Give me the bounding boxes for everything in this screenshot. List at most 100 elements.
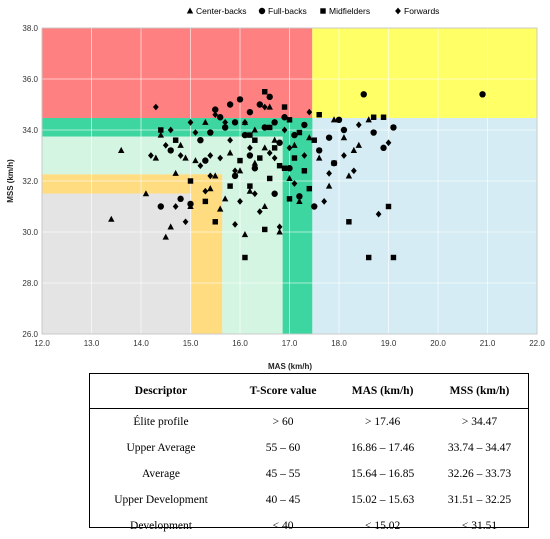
center-backs-point	[118, 146, 125, 153]
header-descriptor: Descriptor	[90, 374, 232, 409]
legend-label-center-backs: Center-backs	[196, 6, 247, 16]
midfielders-point	[306, 185, 313, 192]
midfielders-point	[247, 132, 253, 138]
forwards-point	[242, 118, 248, 126]
full-backs-point	[187, 200, 194, 208]
midfielders-point	[346, 219, 352, 225]
center-backs-point	[340, 134, 348, 141]
full-backs-point	[286, 165, 293, 172]
header-mas: MAS (km/h)	[334, 374, 432, 409]
full-backs-point	[246, 108, 254, 116]
legend-marker-full-backs	[258, 7, 266, 15]
center-backs-point	[345, 172, 353, 179]
midfielders-point	[266, 124, 273, 131]
mas-cell: < 15.02	[364, 520, 401, 532]
midfielders-point	[262, 89, 268, 95]
center-backs-point	[350, 146, 358, 153]
midfielders-point	[385, 203, 392, 210]
full-backs-point	[221, 124, 229, 131]
full-backs-point	[217, 114, 224, 121]
center-backs-point	[251, 159, 259, 166]
midfielders-point	[291, 155, 298, 161]
descriptor-cell: Élite profile	[133, 416, 189, 428]
full-backs-point	[157, 203, 164, 210]
center-backs-point	[177, 141, 184, 148]
midfielders-point	[365, 254, 372, 261]
center-backs-point	[212, 172, 219, 179]
center-backs-point	[207, 185, 214, 192]
center-backs-point	[182, 154, 189, 161]
mas-cell: > 17.46	[364, 416, 401, 428]
forwards-point	[385, 139, 392, 147]
y-tick-label: 28.0	[22, 279, 38, 288]
center-backs-point	[217, 205, 224, 212]
center-backs-point	[241, 231, 249, 238]
forwards-point	[212, 111, 219, 119]
forwards-point	[271, 154, 278, 162]
table-row: Élite profile > 60 > 17.46 > 34.47	[90, 409, 528, 436]
forwards-point	[306, 108, 313, 116]
forwards-point	[207, 172, 214, 180]
y-tick-label: 38.0	[22, 24, 38, 33]
x-tick-label: 17.0	[282, 339, 298, 348]
full-backs-point	[256, 101, 263, 108]
zone-rect	[312, 118, 537, 334]
x-tick-label: 19.0	[381, 339, 397, 348]
forwards-point	[355, 121, 362, 129]
midfielders-point	[286, 196, 293, 202]
forwards-point	[187, 118, 194, 126]
full-backs-point	[380, 144, 387, 152]
forwards-point	[375, 210, 382, 218]
forwards-point	[152, 103, 159, 111]
full-backs-point	[226, 101, 234, 108]
midfielders-point	[331, 160, 337, 166]
axis-ticks: 12.0 13.0 14.0 15.0 16.0 17.0 18.0 19.0 20.0 21.0…	[22, 24, 545, 348]
legend-label-forwards: Forwards	[404, 6, 439, 16]
forwards-point	[261, 103, 268, 111]
center-backs-point	[167, 223, 174, 230]
center-backs-point	[276, 228, 283, 235]
full-backs-point	[271, 119, 278, 126]
x-axis-label: MAS (km/h)	[268, 362, 312, 371]
midfielders-point	[237, 157, 243, 164]
legend-marker-midfielders	[320, 8, 326, 14]
forwards-point	[256, 208, 263, 215]
center-backs-point	[108, 215, 115, 222]
midfielders-point	[286, 117, 293, 123]
data-points	[108, 89, 486, 261]
midfielders-point	[296, 129, 303, 136]
plot-area-border	[41, 27, 538, 335]
forwards-point	[177, 152, 184, 159]
table-row: Development < 40 < 15.02 < 31.51	[90, 513, 528, 539]
center-backs-point	[306, 134, 313, 141]
midfielders-point	[311, 137, 317, 143]
center-backs-point	[271, 136, 278, 143]
full-backs-point	[261, 124, 268, 131]
legend-label-full-backs: Full-backs	[268, 6, 307, 16]
full-backs-point	[197, 137, 204, 144]
full-backs-point	[236, 96, 244, 103]
table-header-row: Descriptor T-Score value MAS (km/h) MSS …	[90, 374, 528, 409]
forwards-point	[172, 203, 179, 210]
header-tscore: T-Score value	[231, 374, 335, 409]
zone-rect	[42, 174, 223, 194]
x-tick-label: 14.0	[133, 339, 149, 348]
y-tick-label: 36.0	[22, 75, 38, 84]
x-tick-label: 16.0	[232, 339, 248, 348]
center-backs-point	[192, 157, 199, 164]
full-backs-point	[370, 129, 377, 136]
mss-cell: 33.74 – 34.47	[447, 442, 512, 454]
forwards-point	[232, 167, 238, 175]
descriptor-table-frame: Descriptor T-Score value MAS (km/h) MSS …	[89, 373, 529, 532]
center-backs-point	[296, 197, 303, 204]
y-tick-label: 26.0	[22, 330, 38, 339]
mss-cell: 31.51 – 32.25	[447, 494, 512, 506]
tscore-cell: < 40	[272, 520, 294, 532]
center-backs-point	[316, 154, 323, 161]
forwards-point	[321, 198, 328, 205]
center-backs-point	[152, 154, 160, 161]
center-backs-point	[226, 149, 234, 156]
midfielders-point	[316, 111, 322, 118]
midfielders-point	[271, 145, 278, 151]
center-backs-point	[251, 126, 259, 133]
